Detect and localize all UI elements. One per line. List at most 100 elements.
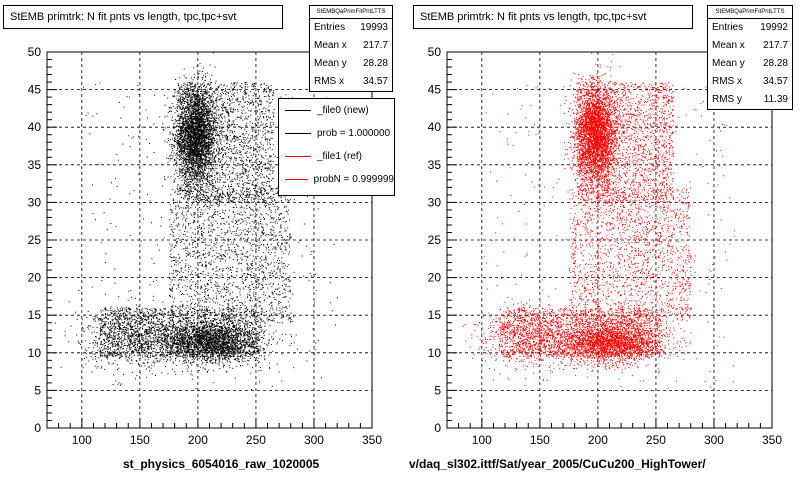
scatter-point (203, 158, 204, 160)
scatter-point (207, 106, 209, 108)
scatter-point (262, 123, 264, 125)
scatter-point (208, 95, 210, 96)
scatter-point (187, 93, 189, 95)
scatter-point (191, 163, 193, 165)
scatter-point (220, 130, 222, 132)
scatter-point (189, 131, 191, 133)
scatter-point (192, 133, 193, 135)
scatter-point (222, 154, 224, 156)
scatter-point (251, 165, 253, 167)
scatter-point (180, 128, 182, 130)
scatter-point (205, 189, 207, 191)
scatter-point (181, 114, 183, 116)
scatter-point (237, 82, 239, 84)
scatter-point (272, 132, 274, 134)
scatter-point (194, 143, 196, 145)
scatter-point (181, 86, 183, 88)
scatter-point (231, 192, 233, 193)
scatter-point (191, 166, 193, 168)
scatter-point (240, 151, 242, 153)
scatter-point (255, 123, 257, 125)
scatter-point (213, 102, 215, 104)
scatter-point (262, 113, 264, 115)
scatter-point (186, 118, 188, 120)
scatter-point (224, 120, 226, 122)
scatter-point (192, 193, 193, 194)
scatter-point (180, 104, 182, 106)
scatter-point (203, 106, 205, 108)
scatter-point (220, 160, 222, 162)
scatter-point (196, 156, 198, 158)
scatter-point (249, 147, 251, 149)
scatter-point (187, 123, 189, 125)
scatter-point (239, 85, 241, 87)
scatter-point (183, 126, 185, 128)
scatter-point (182, 168, 184, 170)
scatter-point (220, 113, 222, 115)
scatter-point (220, 97, 222, 99)
scatter-point (175, 130, 177, 132)
scatter-point (186, 87, 188, 89)
scatter-point (235, 157, 237, 159)
scatter-point (240, 197, 242, 198)
scatter-point (187, 114, 188, 115)
scatter-point (245, 116, 247, 118)
scatter-point (176, 110, 178, 112)
scatter-point (177, 140, 179, 142)
scatter-point (226, 199, 228, 201)
scatter-point (206, 123, 208, 125)
scatter-point (247, 142, 249, 144)
scatter-point (181, 133, 183, 135)
scatter-point (191, 152, 193, 154)
scatter-point (219, 194, 221, 196)
scatter-point (214, 148, 215, 150)
scatter-point (187, 148, 189, 149)
scatter-point (243, 139, 245, 140)
scatter-point (259, 146, 261, 148)
scatter-point (192, 115, 194, 117)
scatter-point (187, 94, 188, 95)
scatter-point (239, 157, 241, 158)
scatter-point (195, 123, 197, 125)
scatter-point (189, 99, 191, 101)
scatter-point (211, 106, 213, 108)
scatter-point (192, 124, 194, 126)
scatter-point (216, 189, 218, 191)
scatter-point (229, 176, 230, 178)
scatter-point (166, 115, 168, 117)
scatter-point (252, 101, 253, 103)
scatter-point (198, 125, 200, 127)
scatter-point (204, 134, 206, 136)
scatter-point (235, 118, 237, 120)
scatter-point (195, 157, 197, 159)
scatter-point (180, 153, 182, 155)
scatter-point (203, 140, 205, 142)
scatter-point (225, 93, 227, 94)
scatter-point (234, 86, 235, 88)
scatter-point (204, 93, 206, 95)
scatter-point (190, 136, 192, 137)
scatter-point (219, 150, 221, 152)
scatter-point (195, 129, 197, 131)
scatter-point (200, 165, 202, 167)
scatter-point (184, 129, 186, 131)
scatter-point (209, 95, 211, 97)
scatter-point (199, 128, 201, 130)
scatter-point (237, 101, 239, 103)
scatter-point (189, 84, 191, 86)
scatter-point (208, 186, 210, 188)
scatter-point (183, 141, 185, 143)
scatter-point (182, 121, 184, 123)
scatter-point (188, 142, 190, 144)
scatter-point (272, 94, 274, 96)
scatter-point (200, 152, 202, 154)
scatter-point (252, 104, 254, 106)
scatter-point (196, 204, 198, 206)
scatter-point (182, 112, 184, 114)
scatter-point (225, 156, 227, 158)
scatter-point (222, 149, 224, 151)
scatter-point (201, 119, 203, 121)
scatter-point (217, 172, 219, 174)
scatter-point (242, 167, 244, 169)
scatter-point (202, 147, 204, 149)
